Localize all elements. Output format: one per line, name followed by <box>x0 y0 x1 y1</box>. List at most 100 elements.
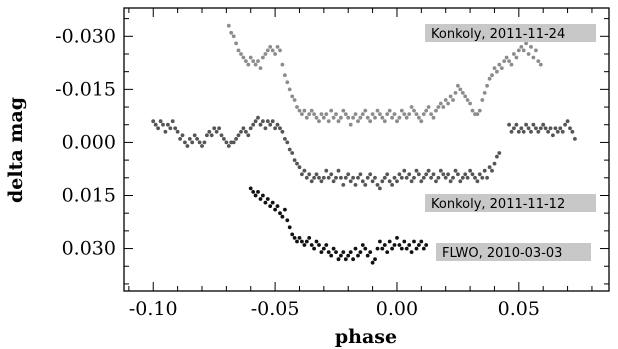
data-point <box>390 246 394 251</box>
data-point <box>453 168 458 173</box>
data-point <box>451 98 455 102</box>
data-point <box>412 239 416 244</box>
data-point <box>268 45 273 49</box>
data-point <box>239 129 243 134</box>
data-point <box>297 165 302 170</box>
data-point <box>482 91 487 95</box>
data-point <box>404 175 409 180</box>
x-tick-label: 0.00 <box>376 298 418 320</box>
data-point <box>180 133 185 138</box>
data-point <box>382 119 387 124</box>
data-point <box>246 133 251 138</box>
data-point <box>283 73 287 78</box>
data-point <box>524 41 528 46</box>
data-point <box>360 112 365 116</box>
data-point <box>431 115 436 120</box>
data-point <box>207 129 212 134</box>
data-point <box>178 137 183 141</box>
data-point <box>231 34 236 39</box>
data-point <box>375 246 380 251</box>
data-point <box>358 115 363 120</box>
data-point <box>275 204 280 209</box>
data-point <box>407 243 412 247</box>
data-point <box>348 122 353 127</box>
data-point <box>280 62 285 67</box>
y-tick-label: -0.015 <box>55 78 116 100</box>
data-point <box>419 179 424 184</box>
data-point <box>373 115 377 120</box>
data-point <box>385 172 390 177</box>
data-point <box>241 126 246 131</box>
data-point <box>475 179 480 184</box>
data-point <box>448 179 453 184</box>
data-point <box>446 101 450 106</box>
data-point <box>314 172 319 177</box>
data-point <box>321 246 326 251</box>
data-point <box>229 30 234 35</box>
data-point <box>300 172 304 177</box>
data-point <box>212 126 217 131</box>
data-point <box>314 239 319 244</box>
data-point <box>434 179 438 184</box>
data-point <box>314 115 319 120</box>
data-point <box>346 253 351 258</box>
data-point <box>470 172 475 177</box>
data-point <box>329 172 334 177</box>
data-point <box>521 129 526 134</box>
data-point <box>526 52 531 56</box>
data-point <box>331 179 336 184</box>
annotation-1: Konkoly, 2011-11-24 <box>425 24 596 42</box>
data-point <box>568 126 572 131</box>
data-point <box>217 126 222 131</box>
data-point <box>273 52 277 56</box>
data-point <box>248 186 253 191</box>
data-point <box>404 115 409 120</box>
data-point <box>402 168 407 173</box>
data-point <box>236 48 241 53</box>
data-point <box>417 172 421 177</box>
data-point <box>290 151 295 155</box>
data-point <box>370 112 375 116</box>
data-point <box>424 172 429 177</box>
data-point <box>258 66 263 70</box>
data-point <box>302 243 307 247</box>
data-point <box>570 129 575 134</box>
data-point <box>414 168 419 173</box>
data-point <box>458 87 463 92</box>
data-point <box>526 126 531 131</box>
data-point <box>219 133 224 138</box>
data-point <box>460 91 465 95</box>
data-point <box>534 48 538 53</box>
x-tick-label: -0.10 <box>129 298 178 320</box>
data-point <box>324 243 329 247</box>
data-point <box>234 41 239 46</box>
data-point <box>251 59 256 63</box>
data-point <box>175 129 180 134</box>
data-point <box>285 140 290 145</box>
data-point <box>380 246 385 251</box>
data-point <box>392 175 397 180</box>
data-point <box>414 112 419 116</box>
data-point <box>385 112 390 116</box>
data-point <box>317 119 321 124</box>
data-point <box>326 119 331 124</box>
data-point <box>407 172 412 177</box>
data-point <box>317 175 321 180</box>
annotation-2: Konkoly, 2011-11-12 <box>425 194 596 212</box>
data-point <box>275 45 280 49</box>
data-point <box>490 168 494 173</box>
data-point <box>385 250 390 255</box>
data-point <box>417 115 421 120</box>
data-point <box>324 112 329 116</box>
data-point <box>495 154 499 159</box>
data-point <box>326 250 331 255</box>
data-point <box>463 172 468 177</box>
data-point <box>312 175 316 180</box>
data-point <box>261 119 265 124</box>
data-point <box>253 119 258 124</box>
data-point <box>424 243 429 247</box>
data-point <box>256 59 260 63</box>
data-point <box>156 126 161 131</box>
data-point <box>336 119 341 124</box>
